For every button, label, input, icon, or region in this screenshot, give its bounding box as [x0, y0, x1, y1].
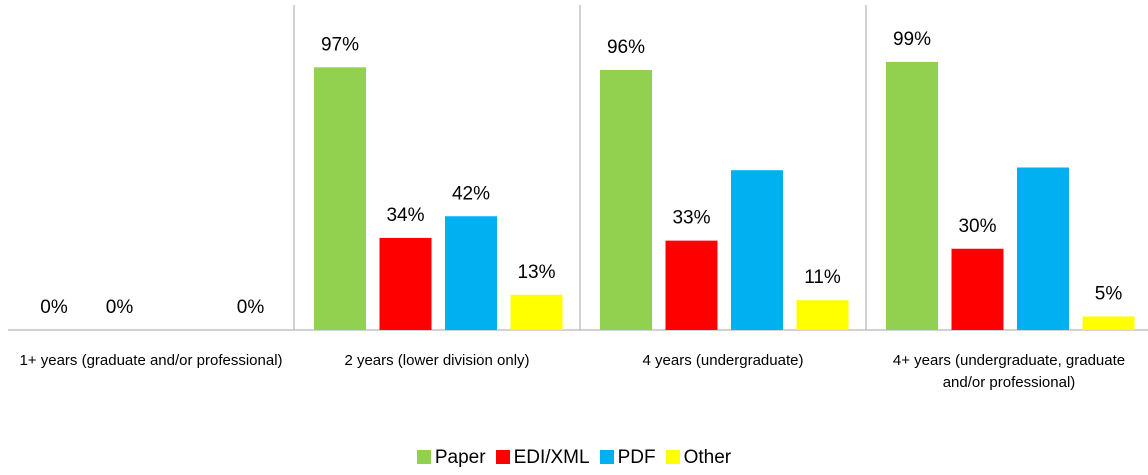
data-label: 0% — [106, 297, 134, 318]
data-label: 97% — [321, 34, 359, 55]
legend-item: Other — [665, 447, 732, 469]
legend-label: EDI/XML — [513, 447, 590, 468]
data-label: 30% — [958, 216, 996, 237]
bar — [314, 67, 366, 331]
legend-swatch — [599, 450, 614, 464]
legend-swatch — [665, 450, 680, 464]
data-label: 34% — [386, 205, 424, 226]
bar — [796, 300, 849, 330]
x-tick-label: 1+ years (graduate and/or professional) — [19, 352, 283, 369]
legend-label: Other — [683, 447, 732, 468]
data-label: 11% — [804, 267, 841, 288]
data-label: 0% — [237, 297, 265, 318]
legend-item: PDF — [599, 447, 656, 469]
bar — [886, 61, 938, 330]
x-tick-label: 4 years (undergraduate) — [642, 352, 804, 369]
data-label: 99% — [893, 29, 931, 50]
legend-item: EDI/XML — [495, 447, 590, 469]
legend-label: Paper — [434, 447, 486, 468]
legend-swatch — [495, 450, 510, 464]
bar — [951, 248, 1004, 330]
data-label: 96% — [607, 37, 645, 58]
x-tick-label: 4+ years (undergraduate, graduate and/or… — [892, 352, 1126, 391]
legend-item: Paper — [416, 447, 486, 469]
legend: Paper EDI/XML PDF Other — [0, 447, 1148, 469]
bar — [1017, 167, 1069, 330]
bar — [1082, 316, 1135, 330]
legend-swatch — [416, 450, 431, 464]
data-label: 13% — [517, 262, 555, 283]
bar — [379, 237, 432, 330]
bar — [731, 170, 783, 330]
data-label: 5% — [1095, 283, 1123, 304]
data-label: 33% — [672, 208, 710, 229]
legend-label: PDF — [617, 447, 656, 468]
data-label: 0% — [40, 297, 68, 318]
data-label: 42% — [452, 183, 490, 204]
bar — [445, 216, 497, 330]
bar — [665, 240, 718, 330]
bar — [600, 70, 652, 330]
x-tick-label: 2 years (lower division only) — [344, 352, 530, 369]
bar — [510, 294, 563, 330]
